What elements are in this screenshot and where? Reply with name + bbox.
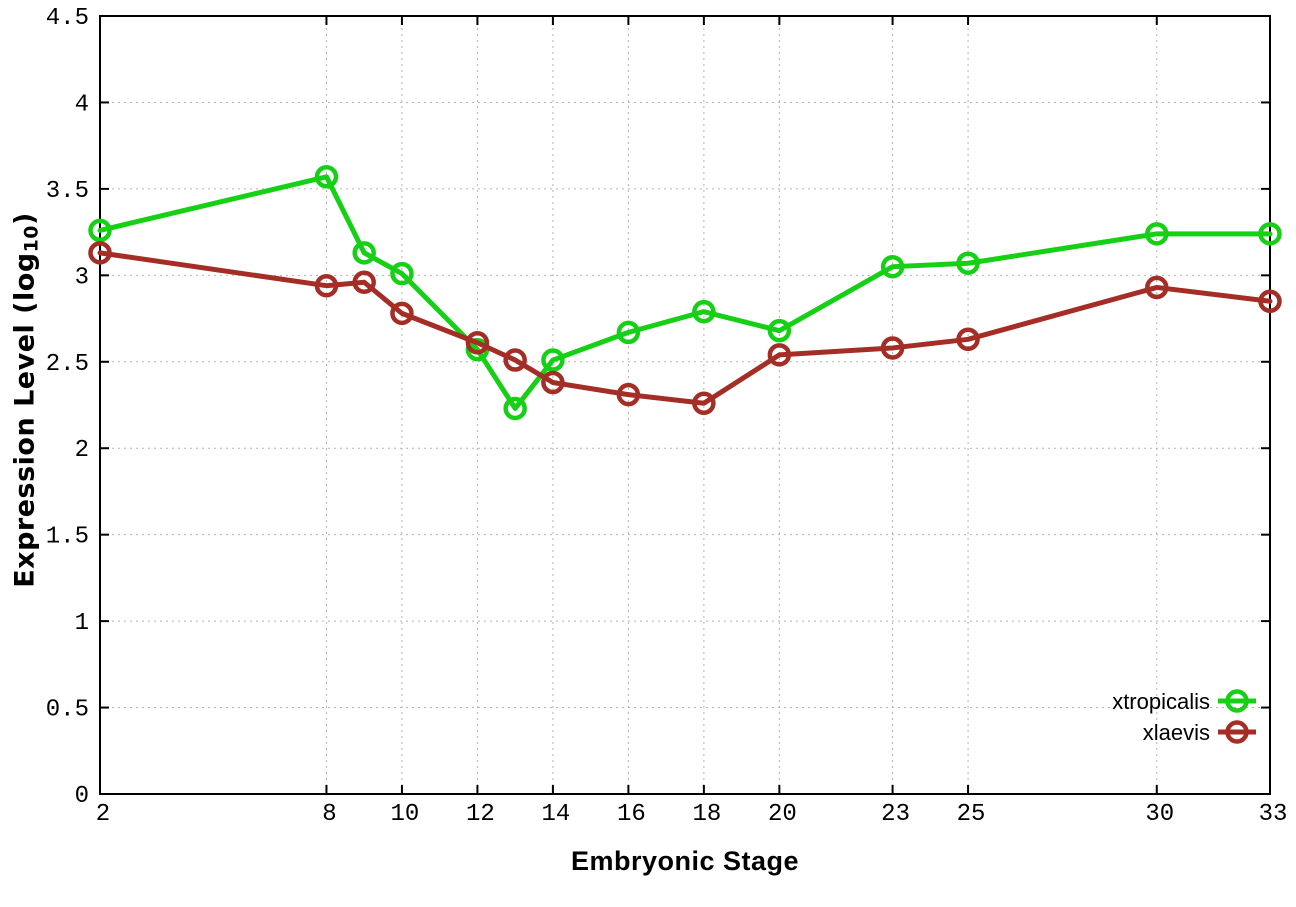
x-tick-label: 25 [957, 801, 986, 828]
y-axis-title-subscript: 10 [20, 225, 43, 253]
y-tick-label: 0.5 [46, 697, 89, 724]
data-point-xlaevis [1145, 275, 1169, 300]
x-tick-label: 12 [466, 801, 495, 828]
data-point-xlaevis [503, 348, 527, 372]
x-tick-label: 2 [96, 801, 110, 828]
x-tick-label: 20 [768, 801, 797, 828]
data-point-xtropicalis [88, 218, 112, 243]
data-point-xtropicalis [692, 299, 716, 324]
data-point-xlaevis [352, 270, 376, 294]
x-axis-title: Embryonic Stage [570, 846, 800, 876]
x-tick-label: 33 [1259, 801, 1288, 828]
data-point-xlaevis [692, 391, 716, 416]
y-tick-label: 4.5 [46, 5, 89, 32]
data-point-xlaevis [314, 273, 339, 298]
data-point-xlaevis [956, 327, 980, 352]
y-tick-label: 0 [75, 783, 89, 810]
data-point-xtropicalis [541, 348, 565, 372]
y-tick-label: 3.5 [46, 178, 89, 205]
data-point-xtropicalis [956, 251, 980, 275]
y-tick-label: 1.5 [46, 524, 89, 551]
y-tick-label: 2.5 [46, 351, 89, 378]
x-tick-label: 16 [617, 801, 646, 828]
plot-border [99, 15, 1271, 795]
data-point-xtropicalis [767, 318, 792, 343]
data-point-xtropicalis [503, 396, 527, 421]
legend-sample-marker-xtropicalis [1225, 689, 1249, 713]
data-point-xlaevis [541, 370, 565, 395]
data-point-xlaevis [767, 343, 792, 367]
data-point-xlaevis [88, 241, 112, 265]
y-tick-label: 4 [75, 91, 89, 118]
y-tick-label: 3 [75, 264, 89, 291]
x-tick-label: 30 [1145, 801, 1174, 828]
x-tick-label: 23 [881, 801, 910, 828]
data-point-xtropicalis [1145, 222, 1169, 246]
y-axis-title-main: Expression Level (log [9, 252, 41, 588]
data-point-xtropicalis [1258, 222, 1282, 246]
x-tick-label: 10 [391, 801, 420, 828]
data-point-xlaevis [616, 382, 641, 407]
data-point-xtropicalis [616, 320, 641, 345]
data-point-xlaevis [880, 336, 905, 360]
data-point-xtropicalis [314, 165, 339, 189]
legend-label-xtropicalis: xtropicalis [1112, 689, 1210, 714]
y-axis-title: Expression Level (log10) [10, 212, 43, 588]
data-point-xlaevis [1258, 289, 1282, 314]
legend-label-xlaevis: xlaevis [1143, 720, 1210, 745]
data-point-xlaevis [390, 301, 414, 326]
legend-sample-marker-xlaevis [1225, 720, 1249, 744]
data-point-xlaevis [465, 331, 490, 355]
y-tick-label: 2 [75, 437, 89, 464]
x-tick-label: 14 [541, 801, 570, 828]
data-point-xtropicalis [352, 241, 376, 265]
series-line-xtropicalis [97, 174, 1273, 411]
y-tick-label: 1 [75, 610, 89, 637]
x-tick-label: 18 [692, 801, 721, 828]
data-point-xtropicalis [880, 254, 905, 279]
x-tick-label: 8 [322, 801, 336, 828]
data-point-xtropicalis [390, 261, 414, 286]
y-axis-title-close: ) [9, 212, 41, 226]
